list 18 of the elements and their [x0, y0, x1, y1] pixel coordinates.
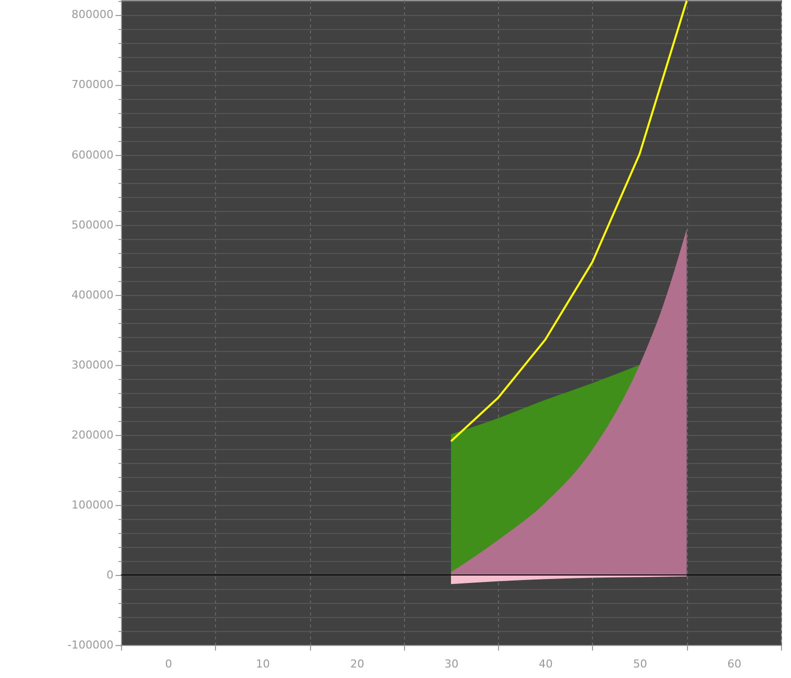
- x-tick-label: 50: [633, 658, 648, 670]
- x-tick-label: 30: [444, 658, 458, 670]
- x-tick-label: 60: [727, 658, 742, 670]
- x-tick-label: 0: [165, 658, 172, 670]
- y-tick-label: 500000: [72, 218, 114, 232]
- line-series: [450, 0, 688, 442]
- x-tick-label: 40: [538, 658, 553, 670]
- y-tick-label: 200000: [72, 428, 114, 442]
- y-tick-label: -100000: [68, 638, 114, 652]
- x-tick-label: 20: [350, 658, 364, 670]
- y-tick-label: 800000: [72, 8, 114, 22]
- y-tick-label: 300000: [72, 358, 114, 372]
- x-tick-label: 10: [256, 658, 270, 670]
- y-tick-label: 700000: [72, 78, 114, 92]
- y-tick-label: 600000: [72, 148, 114, 162]
- y-tick-label: 100000: [72, 498, 114, 512]
- y-tick-label: 400000: [72, 288, 114, 302]
- y-tick-label: 0: [106, 568, 114, 582]
